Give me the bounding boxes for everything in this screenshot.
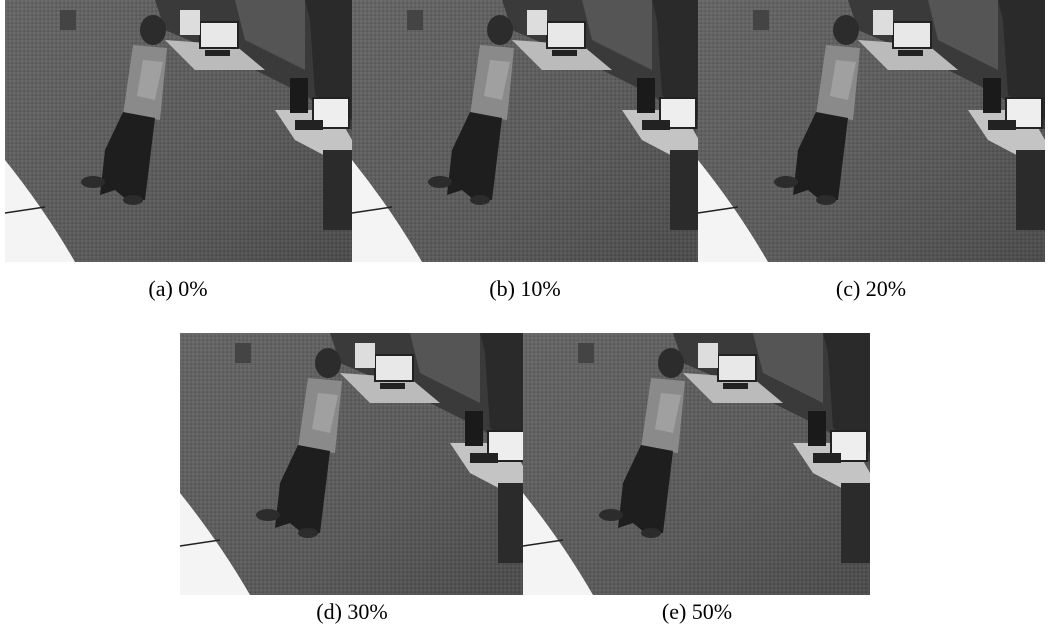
panel-e [523,333,870,595]
panel-d [180,333,527,595]
caption: (a) 0% [148,276,207,301]
panel-c [698,0,1045,262]
panel-a [5,0,352,262]
caption: (e) 50% [662,599,732,624]
caption: (d) 30% [316,599,387,624]
figure: .white .box { stroke: #fff; } .col .head… [0,0,1048,634]
caption: (c) 20% [836,276,906,301]
panel-b [352,0,699,262]
caption: (b) 10% [489,276,560,301]
